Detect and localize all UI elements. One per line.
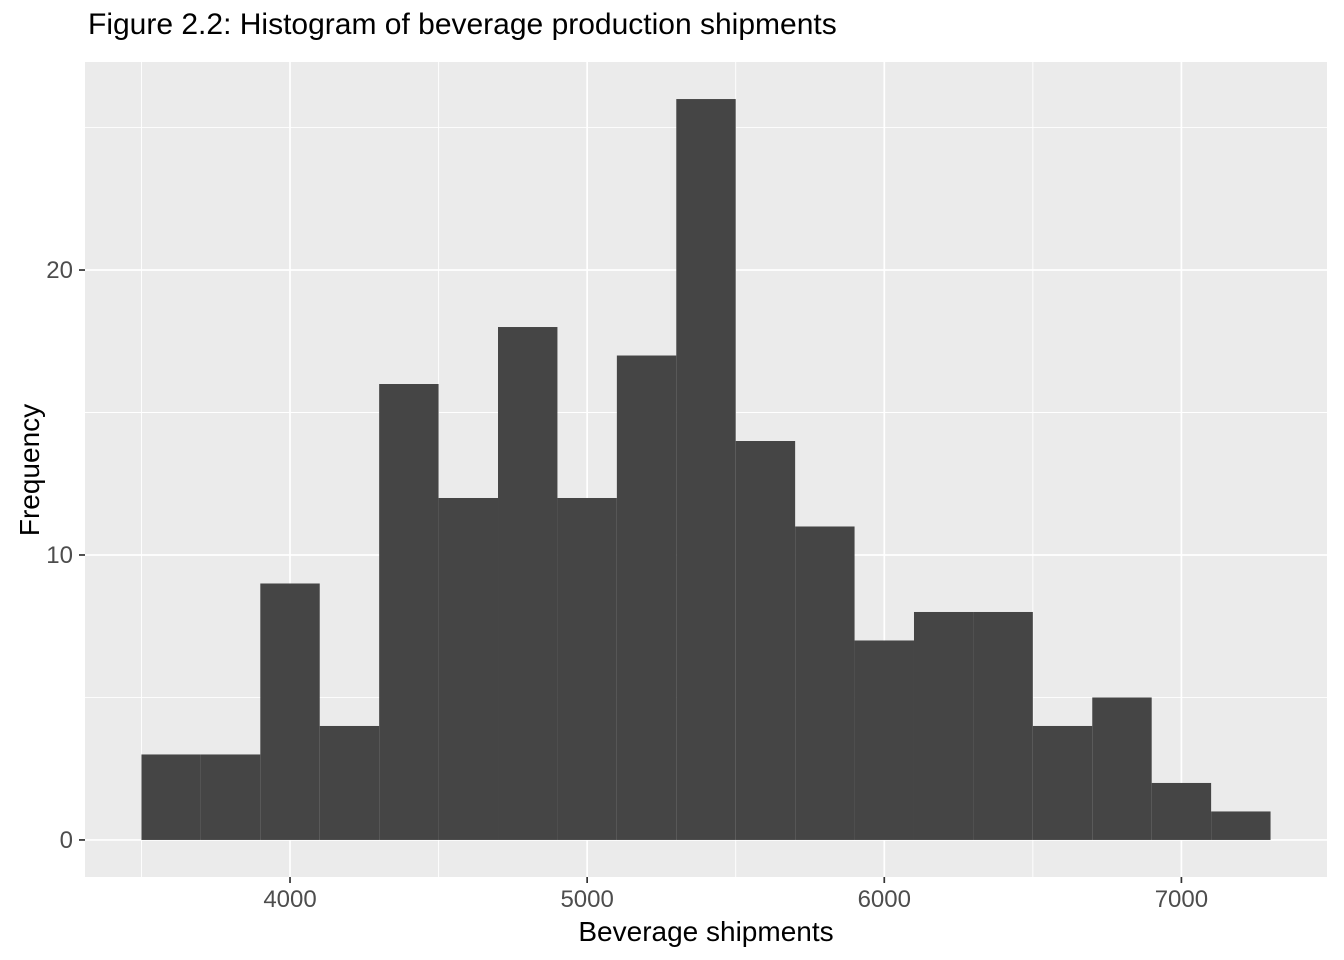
histogram-bar: [973, 611, 1033, 840]
histogram-bar: [735, 441, 796, 840]
histogram-bar: [913, 611, 974, 840]
histogram-bar: [379, 384, 439, 840]
histogram-bar: [1032, 725, 1093, 840]
histogram-bar: [616, 355, 677, 840]
histogram-bar: [438, 497, 499, 840]
histogram-bar: [557, 497, 617, 840]
x-tick-label: 4000: [263, 886, 316, 913]
histogram-bar: [200, 754, 261, 840]
y-tick-label: 20: [46, 257, 73, 284]
x-tick-label: 7000: [1155, 886, 1208, 913]
histogram-bar: [498, 327, 558, 840]
y-axis-title: Frequency: [14, 403, 45, 537]
y-tick-label: 0: [60, 827, 73, 854]
histogram-bar: [141, 754, 201, 840]
histogram-bar: [854, 640, 914, 840]
histogram-bar: [676, 99, 736, 840]
histogram-bar: [260, 583, 320, 840]
histogram-bar: [1211, 811, 1271, 840]
histogram-bar: [319, 725, 380, 840]
x-tick-label: 6000: [858, 886, 911, 913]
histogram-bar: [1092, 697, 1152, 840]
x-axis-title: Beverage shipments: [578, 916, 834, 947]
chart-title: Figure 2.2: Histogram of beverage produc…: [88, 8, 837, 41]
x-tick-label: 5000: [560, 886, 613, 913]
histogram-bar: [1151, 782, 1212, 840]
y-tick-label: 10: [46, 542, 73, 569]
histogram-bar: [795, 526, 855, 840]
